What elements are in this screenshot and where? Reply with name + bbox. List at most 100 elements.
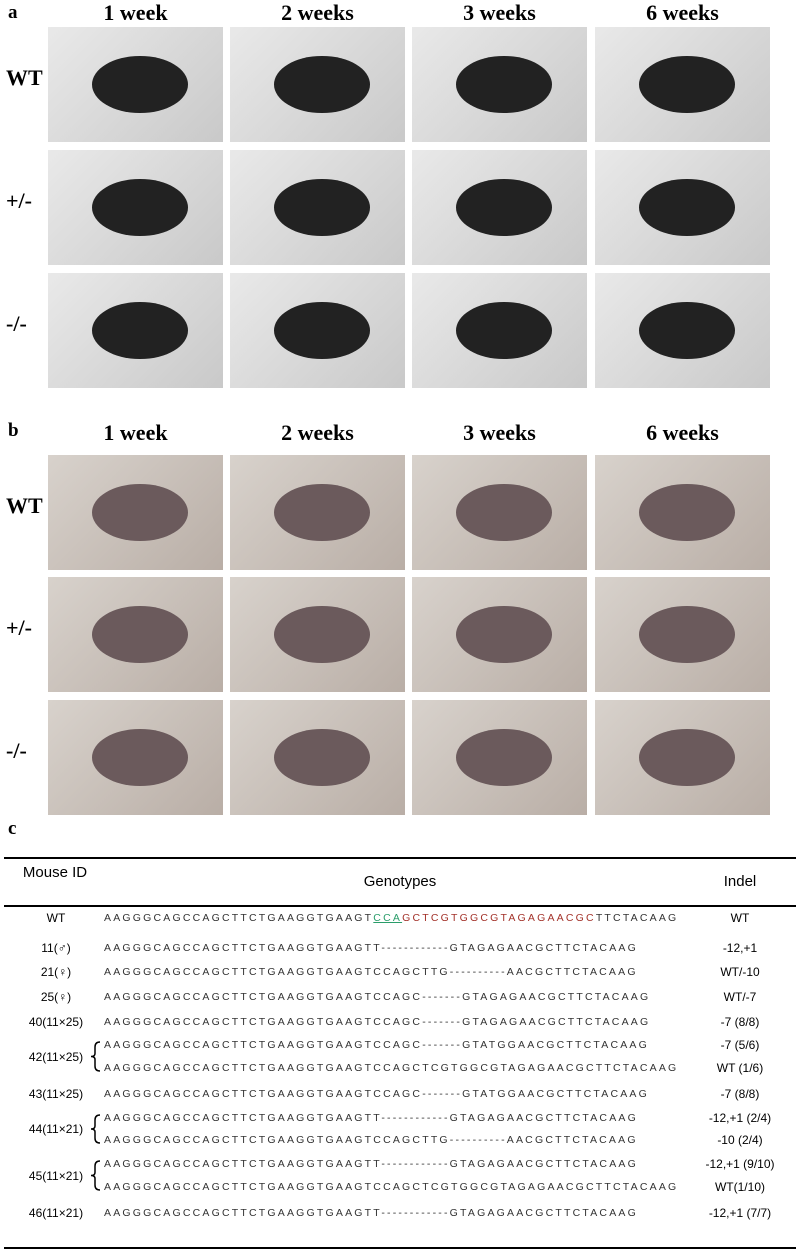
photo (230, 700, 405, 815)
indel: WT(1/10) (714, 1180, 765, 1194)
indel: -7 (8/8) (720, 1087, 760, 1101)
mouse (91, 728, 188, 787)
column-header: 3 weeks (463, 420, 536, 445)
photo (412, 700, 587, 815)
indel: WT/-7 (723, 990, 757, 1004)
sequence-segment: AAGGGCAGCCAGCTTCTGAAGGTGAAGTT-----------… (104, 1158, 638, 1170)
mouse (455, 178, 552, 237)
photo (412, 27, 587, 142)
mouse-id: 46(11×21) (28, 1206, 84, 1220)
mouse (638, 178, 735, 237)
photo (230, 150, 405, 265)
row-header: +/- (6, 614, 32, 640)
mouse-id: 25(♀) (40, 990, 72, 1004)
mouse (638, 605, 735, 664)
mouse (91, 55, 188, 114)
mouse (273, 728, 370, 787)
sequence: AAGGGCAGCCAGCTTCTGAAGGTGAAGTCCAGCTCGTGGC… (104, 912, 678, 924)
photo (412, 150, 587, 265)
sequence-segment: TTCTACAAG (595, 912, 679, 924)
photo (230, 27, 405, 142)
mouse-id: 21(♀) (40, 965, 72, 979)
indel: WT (730, 911, 750, 925)
row-header: -/- (6, 310, 27, 336)
table-rule (4, 905, 796, 907)
column-header: Mouse ID (22, 864, 88, 881)
mouse (455, 55, 552, 114)
mouse (273, 178, 370, 237)
indel: WT (1/6) (716, 1061, 764, 1075)
sequence: AAGGGCAGCCAGCTTCTGAAGGTGAAGTCCAGCTCGTGGC… (104, 1181, 678, 1193)
row-header: +/- (6, 187, 32, 213)
sequence: AAGGGCAGCCAGCTTCTGAAGGTGAAGTCCAGCTCGTGGC… (104, 1062, 678, 1074)
photo (230, 577, 405, 692)
indel: -12,+1 (7/7) (708, 1206, 772, 1220)
indel: -12,+1 (9/10) (705, 1157, 775, 1171)
sequence-segment: AAGGGCAGCCAGCTTCTGAAGGTGAAGTCCAGC-------… (104, 991, 651, 1003)
mouse (638, 728, 735, 787)
photo (412, 455, 587, 570)
column-header: Genotypes (363, 873, 437, 890)
panel-label: b (8, 420, 19, 441)
mouse-id: WT (46, 911, 66, 925)
photo (48, 577, 223, 692)
photo (230, 273, 405, 388)
sequence: AAGGGCAGCCAGCTTCTGAAGGTGAAGTCCAGC-------… (104, 991, 650, 1003)
sequence: AAGGGCAGCCAGCTTCTGAAGGTGAAGTT-----------… (104, 1158, 638, 1170)
sequence: AAGGGCAGCCAGCTTCTGAAGGTGAAGTT-----------… (104, 1112, 638, 1124)
indel: -12,+1 (722, 941, 758, 955)
sequence-segment: AAGGGCAGCCAGCTTCTGAAGGTGAAGTCCAGC-------… (104, 1088, 649, 1100)
mouse (638, 483, 735, 542)
mouse-id: 44(11×21) (28, 1122, 84, 1136)
sequence: AAGGGCAGCCAGCTTCTGAAGGTGAAGTCCAGC-------… (104, 1016, 650, 1028)
row-header: WT (6, 64, 43, 90)
mouse (638, 55, 735, 114)
mouse-id: 43(11×25) (28, 1087, 84, 1101)
photo (412, 577, 587, 692)
sequence-segment: AAGGGCAGCCAGCTTCTGAAGGTGAAGTCCAGC-------… (104, 1016, 651, 1028)
column-header: 1 week (103, 420, 168, 445)
sequence-segment: AAGGGCAGCCAGCTTCTGAAGGTGAAGTCCAGCTTG----… (104, 1134, 638, 1146)
mouse (455, 605, 552, 664)
indel: WT/-10 (720, 965, 760, 979)
column-header: 3 weeks (463, 0, 536, 25)
photo (230, 455, 405, 570)
column-header: 2 weeks (281, 420, 354, 445)
mouse-id: 45(11×21) (28, 1168, 84, 1183)
mouse (273, 605, 370, 664)
panel-label: a (8, 2, 18, 23)
mouse (455, 301, 552, 360)
photo (48, 700, 223, 815)
sequence-segment: AAGGGCAGCCAGCTTCTGAAGGTGAAGTCCAGCTCGTGGC… (104, 1062, 679, 1074)
photo (595, 150, 770, 265)
mouse-id: 40(11×25) (28, 1015, 84, 1029)
column-header: Indel (723, 873, 757, 890)
mouse-id: 42(11×25) (28, 1049, 84, 1064)
sequence: AAGGGCAGCCAGCTTCTGAAGGTGAAGTT-----------… (104, 1207, 638, 1219)
photo (595, 455, 770, 570)
photo (48, 150, 223, 265)
row-header: -/- (6, 737, 27, 763)
sequence-segment: AAGGGCAGCCAGCTTCTGAAGGTGAAGTT-----------… (104, 1207, 638, 1219)
sequence-segment: AAGGGCAGCCAGCTTCTGAAGGTGAAGTT-----------… (104, 1112, 638, 1124)
row-header: WT (6, 492, 43, 518)
photo (595, 700, 770, 815)
mouse (455, 483, 552, 542)
table-rule (4, 1247, 796, 1249)
sequence-segment: AAGGGCAGCCAGCTTCTGAAGGTGAAGTCCAGCTCGTGGC… (104, 1181, 679, 1193)
mouse (273, 483, 370, 542)
mouse (455, 728, 552, 787)
photo (595, 577, 770, 692)
column-header: 6 weeks (646, 420, 719, 445)
mouse (273, 55, 370, 114)
mouse (91, 178, 188, 237)
panel-label: c (8, 818, 17, 839)
sequence-segment: CCA (373, 912, 403, 924)
column-header: 2 weeks (281, 0, 354, 25)
photo (595, 273, 770, 388)
sequence-segment: AAGGGCAGCCAGCTTCTGAAGGTGAAGTT-----------… (104, 942, 638, 954)
sequence-segment: AAGGGCAGCCAGCTTCTGAAGGTGAAGTCCAGCTTG----… (104, 966, 638, 978)
photo (48, 273, 223, 388)
brace (90, 1160, 101, 1191)
photo (48, 455, 223, 570)
